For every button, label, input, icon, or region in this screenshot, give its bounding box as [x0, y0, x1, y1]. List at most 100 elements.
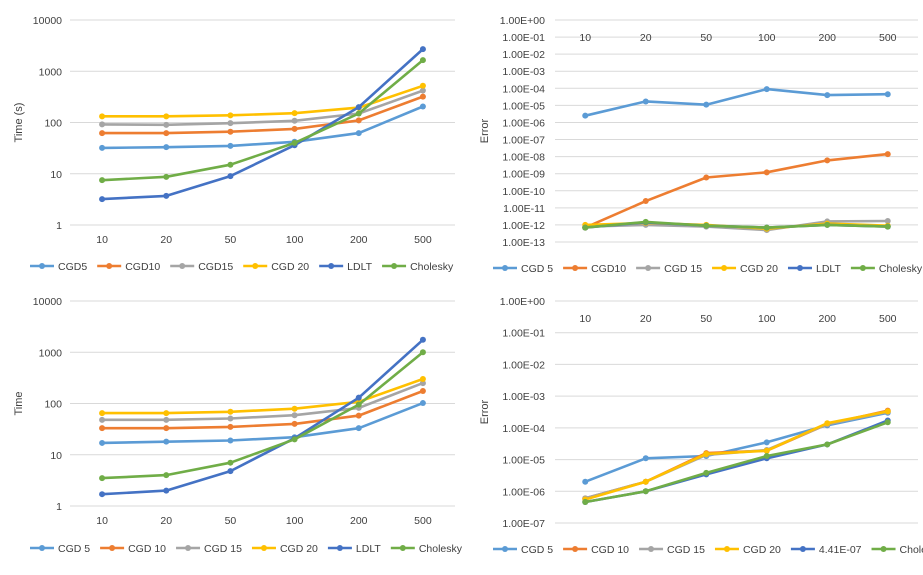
data-point — [99, 121, 106, 128]
data-point — [99, 130, 106, 137]
y-tick-label: 1.00E-12 — [502, 220, 545, 232]
data-point — [99, 439, 106, 446]
data-point — [419, 57, 426, 64]
legend-label: CGD 15 — [667, 544, 705, 556]
series-line — [585, 419, 889, 504]
data-point — [419, 349, 426, 356]
data-point — [703, 174, 710, 181]
data-point — [227, 468, 234, 475]
legend-label: CGD 5 — [58, 543, 90, 555]
legend-label: LDLT — [356, 543, 381, 555]
legend-marker — [328, 263, 335, 269]
series-line — [585, 219, 888, 232]
legend-marker — [796, 265, 803, 271]
data-point — [642, 198, 649, 205]
x-tick-label: 500 — [414, 234, 432, 246]
data-point — [227, 459, 234, 466]
legend-label: CGD 5 — [521, 263, 553, 275]
data-point — [291, 125, 298, 132]
legend-label: 4.41E-07 — [819, 544, 862, 556]
y-tick-label: 1000 — [39, 347, 63, 359]
data-point — [99, 196, 106, 203]
y-tick-label: 10000 — [33, 296, 62, 308]
data-point — [291, 117, 298, 124]
legend-marker — [252, 263, 259, 269]
x-tick-label: 500 — [414, 515, 432, 527]
x-tick-label: 50 — [700, 32, 712, 44]
data-point — [163, 113, 170, 120]
x-tick-label: 200 — [350, 515, 368, 527]
legend-marker — [391, 263, 398, 269]
data-point — [99, 410, 106, 417]
data-point — [227, 437, 234, 444]
legend-marker — [39, 545, 45, 551]
series-line — [584, 411, 889, 483]
data-point — [763, 439, 770, 446]
x-tick-label: 20 — [640, 313, 652, 325]
data-point — [884, 217, 891, 224]
y-tick-label: 1.00E-11 — [503, 203, 545, 215]
data-point — [227, 408, 234, 415]
data-point — [884, 223, 891, 230]
y-tick-label: 1.00E-03 — [502, 66, 545, 78]
legend-label: LDLT — [347, 261, 372, 273]
data-point — [291, 436, 298, 443]
series-line — [102, 351, 424, 480]
data-point — [99, 416, 106, 423]
data-point — [355, 394, 362, 401]
data-point — [884, 419, 891, 426]
y-tick-label: 1.00E-10 — [502, 186, 545, 198]
data-point — [824, 441, 831, 448]
legend-label: Cholesky — [879, 263, 923, 275]
legend-marker — [106, 263, 113, 269]
data-point — [642, 455, 649, 462]
data-point — [355, 104, 362, 111]
legend-marker — [645, 265, 652, 271]
legend-marker — [572, 546, 579, 552]
y-tick-label: 1.00E+00 — [500, 296, 545, 308]
legend-label: CGD 15 — [664, 263, 702, 275]
data-point — [163, 130, 170, 137]
y-tick-label: 10000 — [33, 15, 62, 27]
legend-marker — [799, 546, 806, 552]
data-point — [227, 112, 234, 119]
data-point — [582, 498, 589, 505]
y-axis-title: Time (s) — [13, 103, 25, 143]
legend-label: CGD 10 — [591, 544, 629, 556]
y-tick-label: 1.00E-01 — [502, 328, 545, 340]
y-tick-label: 1.00E-07 — [502, 518, 545, 530]
legend-label: Cholesky — [900, 544, 923, 556]
data-point — [163, 487, 170, 494]
x-tick-label: 10 — [96, 515, 108, 527]
data-point — [703, 101, 710, 108]
data-point — [582, 224, 589, 231]
y-tick-label: 1.00E-04 — [502, 83, 545, 95]
data-point — [355, 117, 362, 124]
x-tick-label: 100 — [286, 234, 304, 246]
y-axis-title: Time — [13, 391, 25, 415]
series-line — [585, 87, 888, 117]
data-point — [291, 110, 298, 117]
y-tick-label: 1.00E-06 — [502, 117, 545, 129]
data-point — [763, 452, 770, 459]
data-point — [824, 157, 831, 164]
legend-marker — [109, 545, 116, 551]
data-point — [419, 400, 426, 407]
legend-marker — [260, 545, 267, 551]
legend-label: Cholesky — [419, 543, 463, 555]
data-point — [884, 151, 891, 158]
x-tick-label: 200 — [818, 313, 836, 325]
y-tick-label: 1.00E-07 — [502, 135, 545, 147]
y-tick-label: 1.00E-03 — [502, 391, 545, 403]
series-line — [102, 389, 424, 430]
data-point — [355, 110, 362, 117]
legend-label: CGD 20 — [271, 261, 309, 273]
data-point — [763, 86, 770, 93]
y-tick-label: 1.00E-05 — [502, 100, 545, 112]
data-point — [99, 491, 106, 498]
legend-marker — [859, 265, 866, 271]
y-tick-label: 1.00E-05 — [502, 455, 545, 467]
